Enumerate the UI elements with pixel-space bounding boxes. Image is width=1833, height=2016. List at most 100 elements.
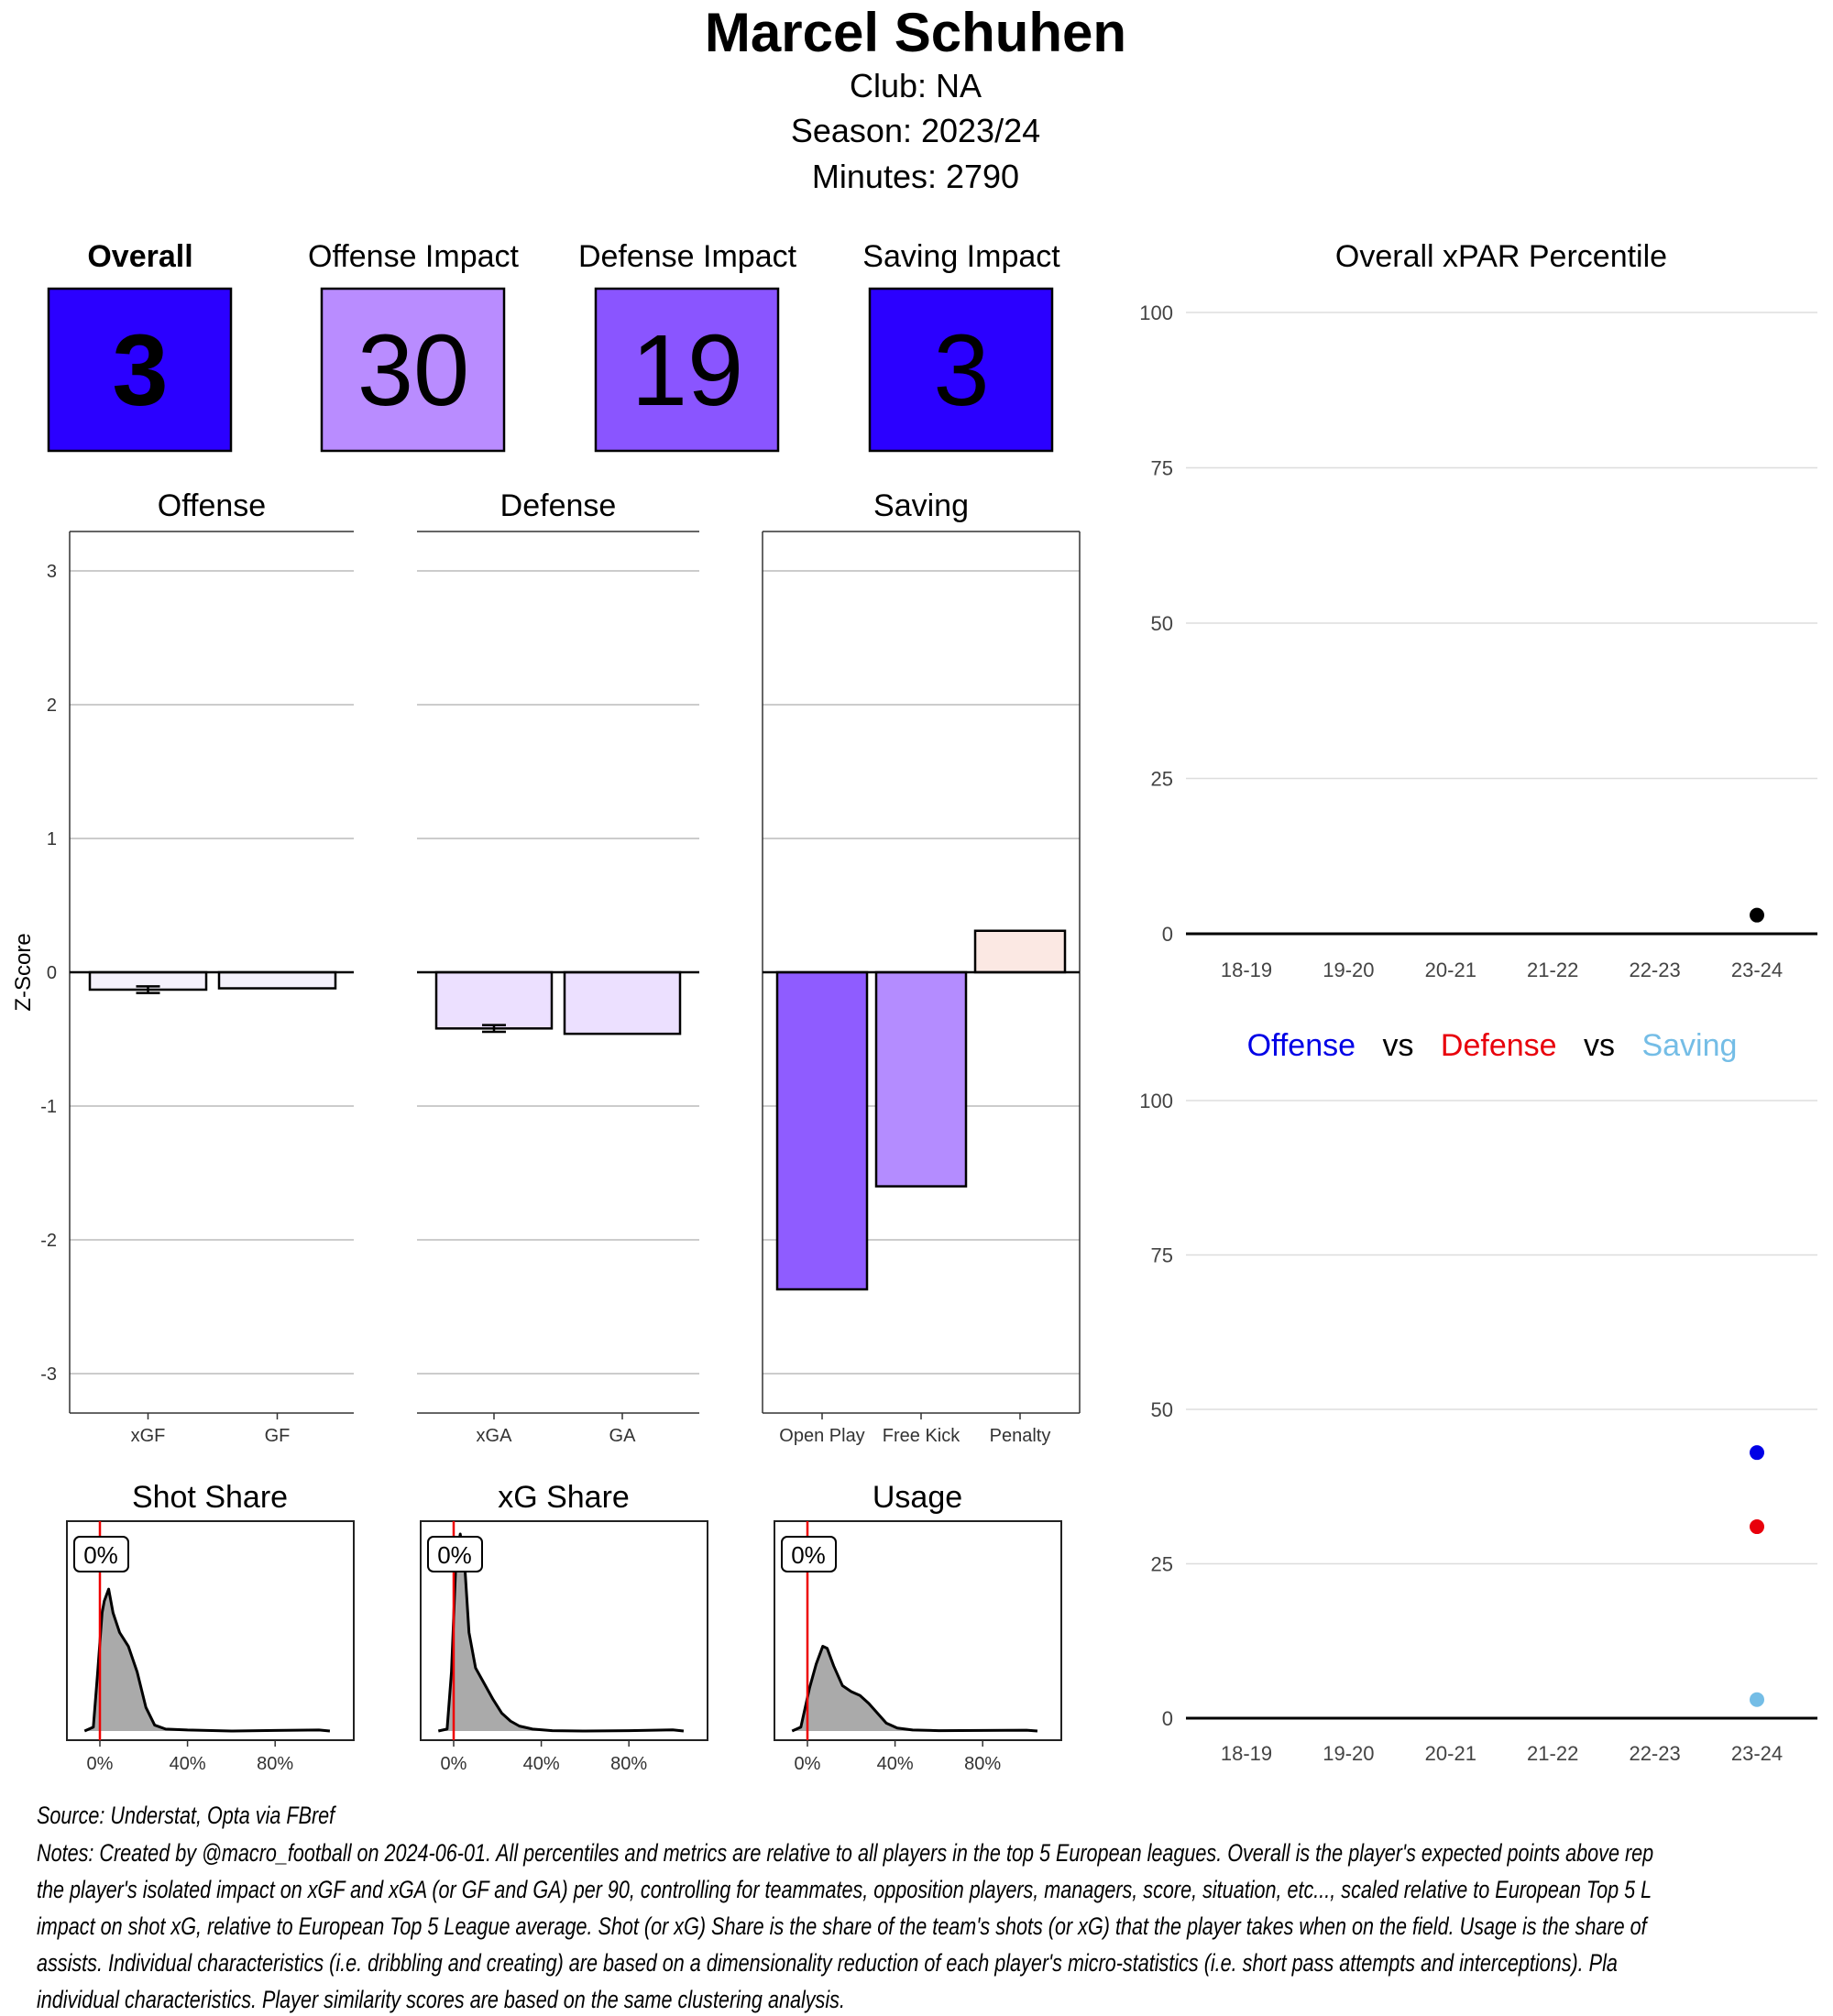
player-value-badge xyxy=(73,1536,129,1572)
x-tick-label: 0% xyxy=(87,1754,114,1774)
y-tick-label: 2 xyxy=(47,696,57,716)
player-value-badge xyxy=(427,1536,483,1572)
x-tick-label: 23-24 xyxy=(1731,1742,1783,1765)
x-tick-label: 0% xyxy=(795,1754,821,1774)
density-line xyxy=(83,1587,331,1733)
point-overall-23-24 xyxy=(1750,907,1764,923)
header: Marcel Schuhen Club: NA Season: 2023/24 … xyxy=(705,2,1126,195)
y-axis-label: Z-Score xyxy=(11,933,36,1011)
x-tick-label: 21-22 xyxy=(1527,1742,1578,1765)
impact-label-2: Defense Impact xyxy=(578,239,797,274)
density-panel-usage: Usage 0% 0% 40% 80% xyxy=(774,1480,1062,1774)
impact-value-1: 30 xyxy=(357,314,469,427)
y-tick-label: 50 xyxy=(1151,612,1173,635)
density-line xyxy=(791,1645,1038,1733)
impact-box-1 xyxy=(320,287,506,453)
offense-defense-saving-chart: Offense vs Defense vs Saving 100 75 50 25 0 1… xyxy=(1139,1028,1817,1765)
legend-vs-1: vs xyxy=(1382,1028,1413,1063)
density-panel-xg-share: xG Share 0% 0% 40% 80% xyxy=(420,1480,708,1774)
bar-ga xyxy=(563,970,682,1035)
legend-offense: Offense xyxy=(1247,1028,1356,1063)
panel-title: Usage xyxy=(873,1480,962,1515)
density-area xyxy=(84,1589,330,1731)
x-tick-label: 22-23 xyxy=(1629,1742,1680,1765)
x-tick-label: 0% xyxy=(441,1754,467,1774)
x-tick-label: 19-20 xyxy=(1323,959,1374,981)
impact-boxes: Overall 3 Offense Impact 30 Defense Impact 19… xyxy=(47,239,1060,453)
legend-defense: Defense xyxy=(1441,1028,1557,1063)
x-tick-label: 80% xyxy=(964,1754,1001,1774)
xpar-percentile-chart: Overall xPAR Percentile 100 75 50 25 0 18-19 1… xyxy=(1139,239,1817,981)
y-tick-label: 25 xyxy=(1151,1553,1173,1576)
x-tick-label: 20-21 xyxy=(1425,1742,1476,1765)
impact-box-0 xyxy=(47,287,233,453)
bar-free-kick xyxy=(874,970,968,1188)
x-tick-label: 23-24 xyxy=(1731,959,1783,981)
error-bar xyxy=(136,985,160,994)
impact-label-3: Saving Impact xyxy=(862,239,1060,274)
y-tick-label: 0 xyxy=(1162,1707,1173,1730)
notes-line: individual characteristics. Player simil… xyxy=(37,1987,845,2014)
density-panel-shot-share: Shot Share 0% 0% 40% 80% xyxy=(66,1480,355,1774)
x-tick-label: Free Kick xyxy=(883,1426,960,1446)
player-value-badge xyxy=(781,1536,837,1572)
bar-panel-offense: Offense xGF GF xyxy=(69,488,354,1446)
bar-panel-defense: Defense xGA GA xyxy=(417,488,699,1446)
y-tick-label: -2 xyxy=(40,1231,57,1251)
minutes-label: Minutes: 2790 xyxy=(812,158,1019,195)
x-tick-label: 18-19 xyxy=(1221,959,1272,981)
x-tick-label: 40% xyxy=(523,1754,560,1774)
point-offense-23-24 xyxy=(1750,1445,1764,1461)
point-saving-23-24 xyxy=(1750,1692,1764,1707)
y-tick-label: 0 xyxy=(47,963,57,983)
y-tick-label: 100 xyxy=(1139,301,1173,324)
error-bar xyxy=(482,1024,506,1034)
x-tick-label: GA xyxy=(609,1426,637,1446)
bar-gf xyxy=(217,970,337,990)
y-tick-label: 1 xyxy=(47,829,57,849)
club-label: Club: NA xyxy=(850,67,982,104)
x-tick-label: 80% xyxy=(610,1754,647,1774)
x-tick-label: 19-20 xyxy=(1323,1742,1374,1765)
impact-value-2: 19 xyxy=(631,314,743,427)
notes-line: assists. Individual characteristics (i.e… xyxy=(37,1950,1618,1978)
player-value-label: 0% xyxy=(83,1541,118,1569)
bar-penalty xyxy=(973,929,1067,974)
player-value-label: 0% xyxy=(437,1541,472,1569)
panel-title: xG Share xyxy=(498,1480,630,1515)
point-defense-23-24 xyxy=(1750,1519,1764,1535)
season-label: Season: 2023/24 xyxy=(791,112,1040,149)
panel-title: Shot Share xyxy=(132,1480,288,1515)
player-value-label: 0% xyxy=(791,1541,826,1569)
impact-label-0: Overall xyxy=(87,239,192,274)
impact-value-0: 3 xyxy=(112,314,168,427)
y-tick-label: 0 xyxy=(1162,923,1173,946)
y-tick-label: 25 xyxy=(1151,768,1173,791)
x-tick-label: 40% xyxy=(877,1754,914,1774)
x-tick-label: Penalty xyxy=(990,1426,1051,1446)
xpar-title: Overall xPAR Percentile xyxy=(1335,239,1667,274)
x-tick-label: Open Play xyxy=(779,1426,864,1446)
source-text: Source: Understat, Opta via FBref xyxy=(37,1802,336,1830)
bar-open-play xyxy=(775,970,869,1291)
y-tick-label: 75 xyxy=(1151,1244,1173,1267)
impact-label-1: Offense Impact xyxy=(308,239,519,274)
x-tick-label: 22-23 xyxy=(1629,959,1680,981)
ods-legend-title: Offense vs Defense vs Saving xyxy=(1247,1028,1738,1063)
panel-title: Saving xyxy=(873,488,969,523)
impact-value-3: 3 xyxy=(933,314,989,427)
y-tick-label: 100 xyxy=(1139,1090,1173,1112)
x-tick-label: 80% xyxy=(257,1754,293,1774)
notes-line: the player's isolated impact on xGF and … xyxy=(37,1877,1652,1904)
legend-vs-2: vs xyxy=(1584,1028,1615,1063)
y-tick-label: 50 xyxy=(1151,1398,1173,1421)
bar-xga xyxy=(434,970,554,1030)
x-tick-label: 18-19 xyxy=(1221,1742,1272,1765)
impact-box-3 xyxy=(868,287,1054,453)
x-tick-label: xGF xyxy=(131,1426,166,1446)
density-area xyxy=(792,1646,1037,1731)
bar-panel-saving: Saving Open Play Free Kick Penalty xyxy=(762,488,1081,1446)
notes-line: Notes: Created by @macro_football on 202… xyxy=(37,1840,1653,1868)
